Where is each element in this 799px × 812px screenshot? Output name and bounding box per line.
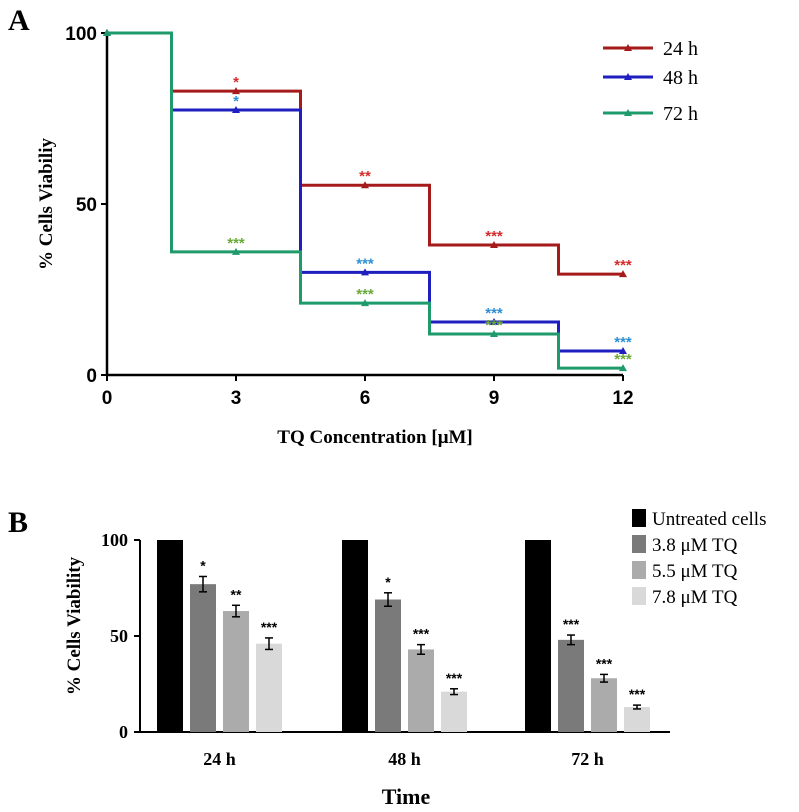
bar <box>408 649 434 732</box>
data-point <box>232 87 240 95</box>
legend-swatch <box>632 535 646 553</box>
significance-label: *** <box>614 334 632 351</box>
bar <box>223 611 249 732</box>
x-tick-label: 24 h <box>203 749 236 769</box>
data-point <box>619 347 627 355</box>
significance-label: * <box>200 557 206 573</box>
y-tick-label: 100 <box>101 530 128 550</box>
data-point <box>103 29 111 36</box>
x-tick-label: 9 <box>489 388 500 409</box>
significance-label: ** <box>231 586 242 602</box>
y-tick-label: 100 <box>65 24 97 45</box>
data-point <box>361 181 369 189</box>
x-axis-label: Time <box>382 784 431 809</box>
significance-label: *** <box>356 255 374 272</box>
y-axis-label: % Cells Viability <box>64 556 85 695</box>
bar <box>190 584 216 732</box>
legend-swatch <box>632 561 646 579</box>
data-point <box>619 270 627 278</box>
significance-label: *** <box>614 351 632 368</box>
y-tick-label: 50 <box>76 195 97 216</box>
bar <box>256 643 282 732</box>
significance-label: ** <box>359 168 371 185</box>
panel-letter-a: A <box>8 4 30 37</box>
bar <box>342 540 368 732</box>
data-point <box>490 317 498 325</box>
legend-label: 3.8 μM TQ <box>652 535 738 556</box>
legend-label: 24 h <box>663 38 698 60</box>
data-point <box>361 268 369 276</box>
x-tick-label: 3 <box>231 388 242 409</box>
data-point <box>619 364 627 372</box>
data-point <box>490 241 498 249</box>
legend-marker <box>624 109 632 116</box>
legend-swatch <box>632 509 646 527</box>
significance-label: *** <box>485 228 503 245</box>
significance-label: *** <box>413 626 430 642</box>
significance-label: *** <box>227 235 245 252</box>
y-tick-label: 50 <box>110 626 128 646</box>
significance-label: *** <box>485 305 503 322</box>
significance-label: * <box>233 74 239 91</box>
data-point <box>232 247 240 255</box>
x-axis-label: TQ Concentration [μM] <box>277 427 472 448</box>
bar <box>591 678 617 732</box>
y-tick-label: 0 <box>86 366 97 387</box>
data-point <box>490 329 498 337</box>
y-tick-label: 0 <box>119 722 128 742</box>
x-tick-label: 0 <box>102 388 113 409</box>
bar <box>157 540 183 732</box>
significance-label: *** <box>485 317 503 334</box>
significance-label: *** <box>596 655 613 671</box>
significance-label: *** <box>614 257 632 274</box>
bar <box>375 599 401 732</box>
x-tick-label: 48 h <box>388 749 421 769</box>
bar <box>624 707 650 732</box>
significance-label: *** <box>356 286 374 303</box>
series-line-2 <box>107 31 623 370</box>
significance-label: *** <box>446 670 463 686</box>
legend-label: 7.8 μM TQ <box>652 587 738 608</box>
y-axis-label: % Cells Viabiliy <box>36 138 57 270</box>
significance-label: *** <box>261 619 278 635</box>
legend-marker <box>624 44 632 51</box>
significance-label: *** <box>563 616 580 632</box>
series-line-0 <box>107 31 623 276</box>
legend-swatch <box>632 587 646 605</box>
legend-label: 5.5 μM TQ <box>652 561 738 582</box>
data-point <box>232 105 240 113</box>
panel-a-chart: 0 3 6 9 12 0 50 100 TQ Concentration [μM] % Cells… <box>36 24 698 448</box>
x-tick-label: 6 <box>360 388 371 409</box>
legend-label: 72 h <box>663 103 698 125</box>
bar <box>525 540 551 732</box>
bar <box>558 639 584 732</box>
data-point <box>361 299 369 307</box>
x-tick-label: 12 <box>612 388 633 409</box>
significance-label: * <box>233 93 239 110</box>
bar <box>441 691 467 732</box>
panel-letter-b: B <box>8 506 28 539</box>
legend-marker <box>624 73 632 80</box>
x-tick-label: 72 h <box>571 749 604 769</box>
significance-label: * <box>385 574 391 590</box>
legend-label: 48 h <box>663 67 698 89</box>
legend-label: Untreated cells <box>652 509 766 530</box>
significance-label: *** <box>629 686 646 702</box>
